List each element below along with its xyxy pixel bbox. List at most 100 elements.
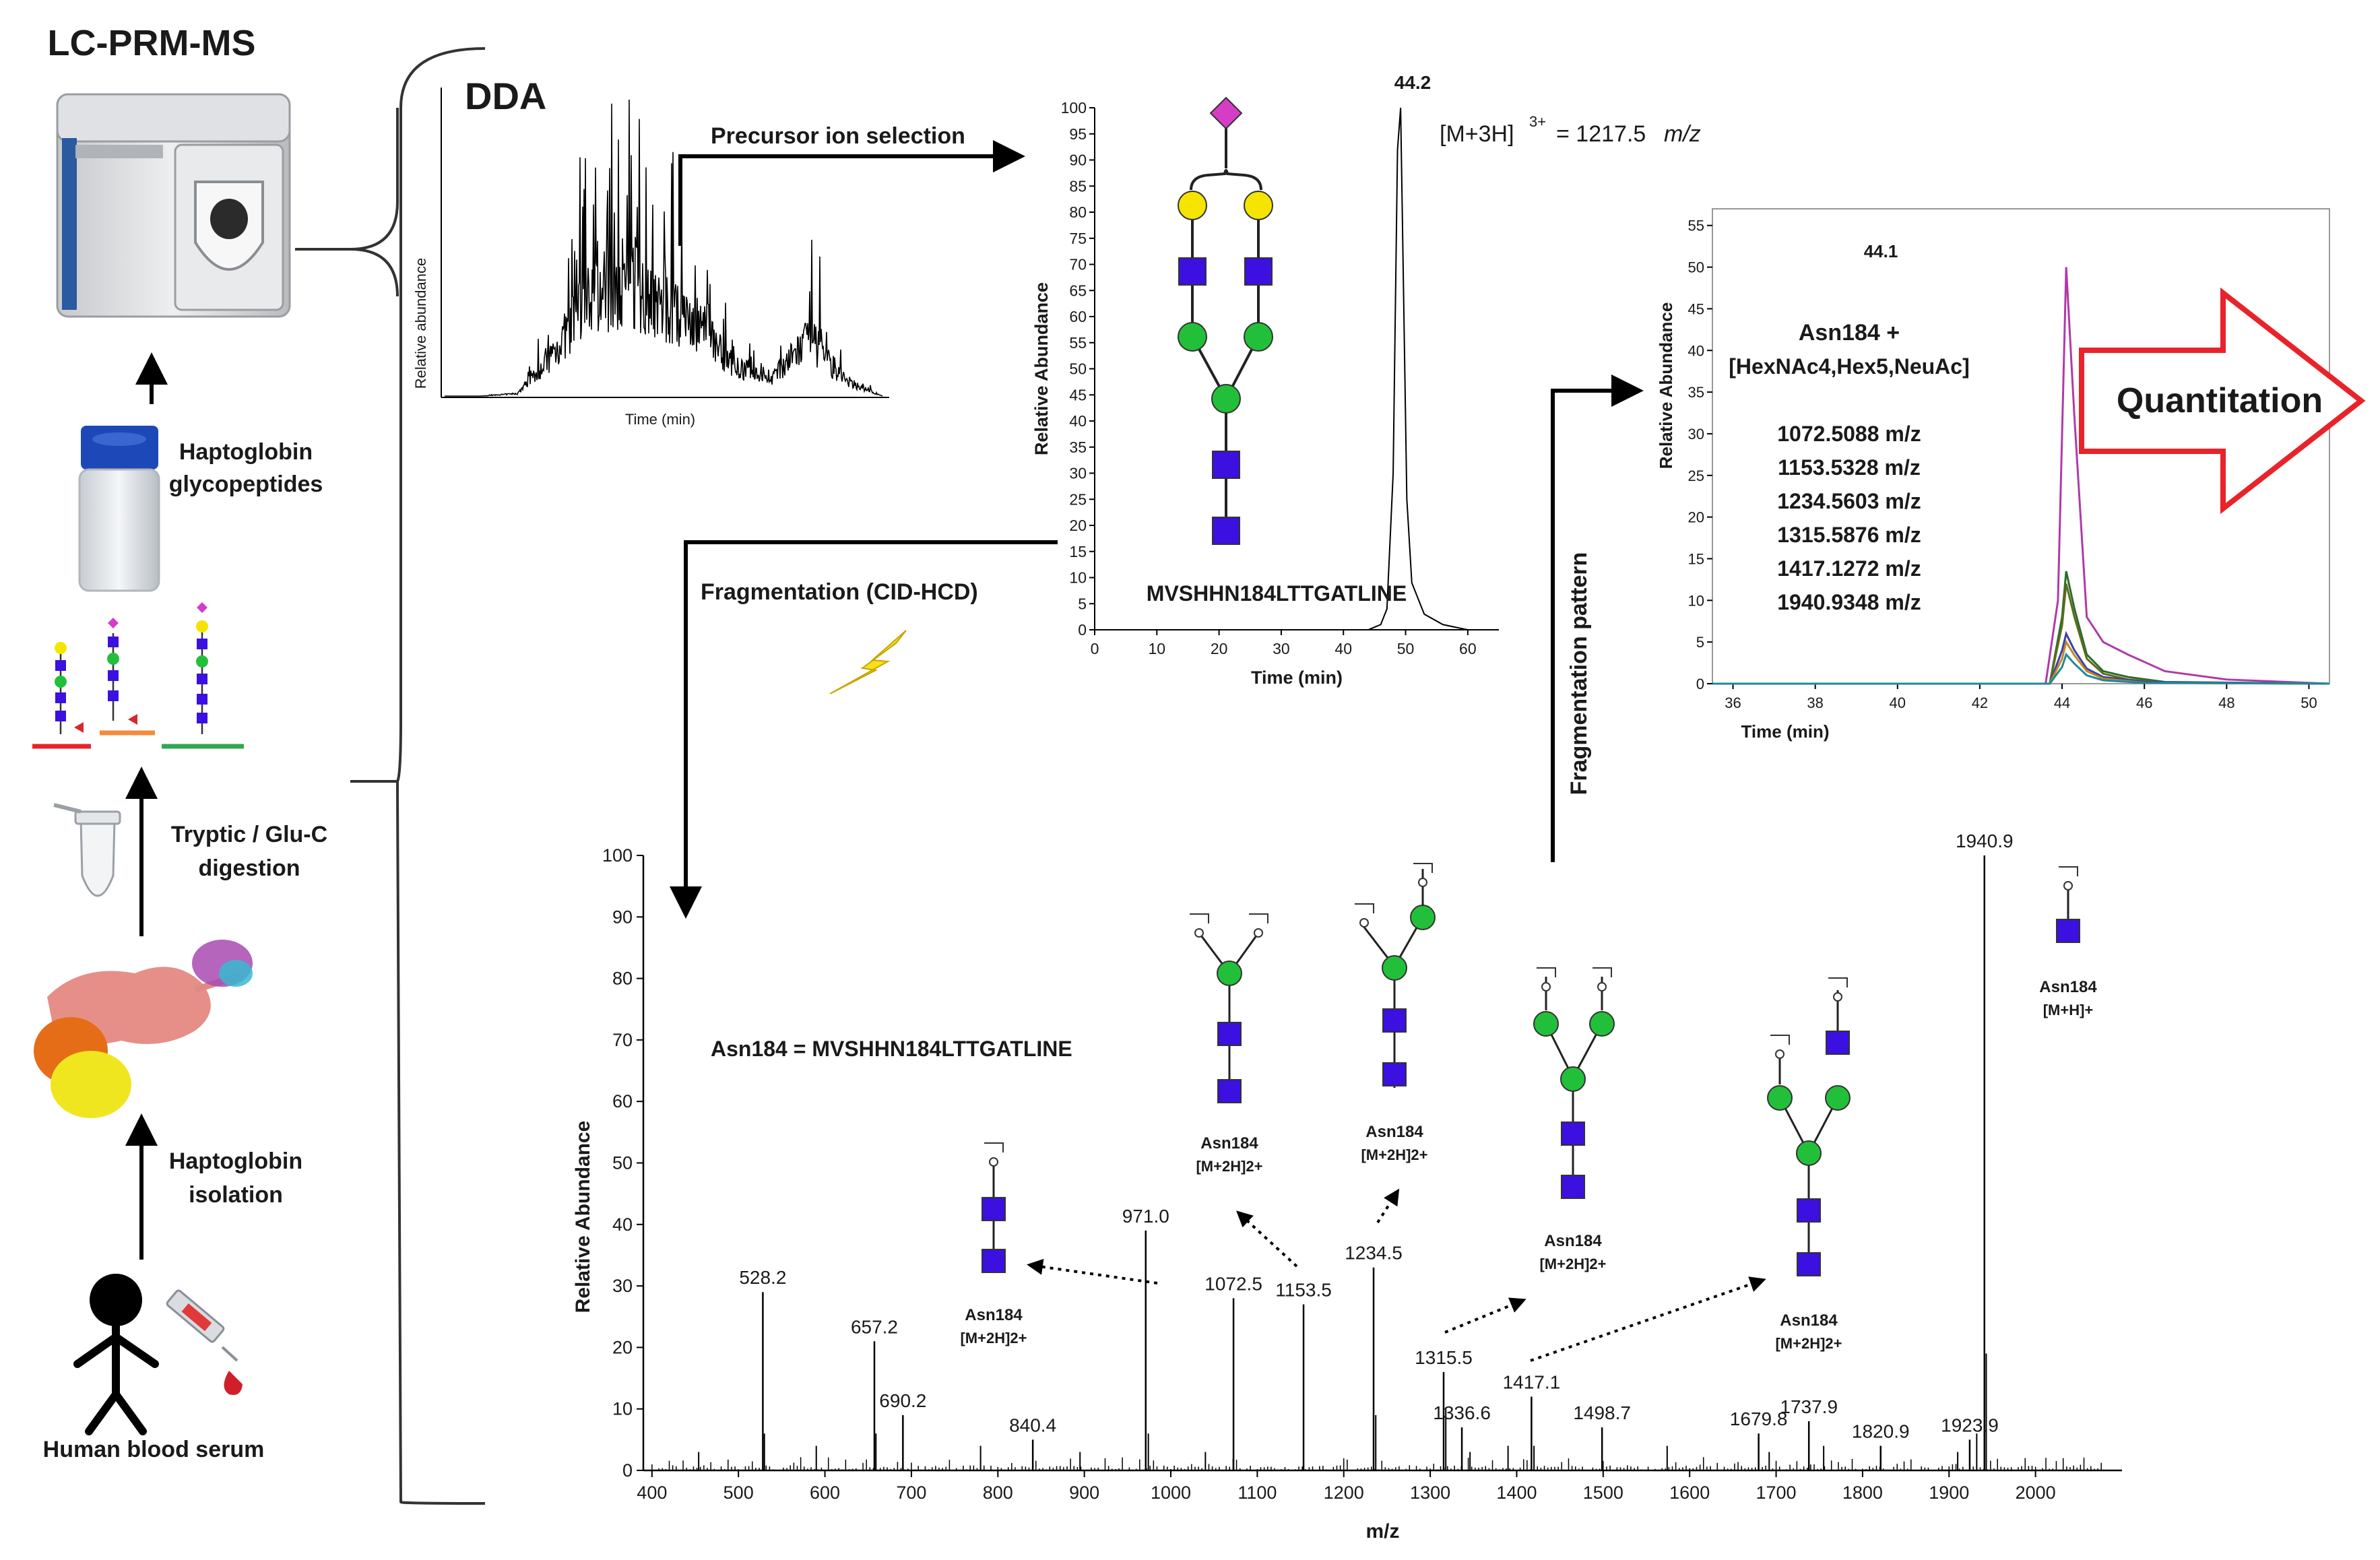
- fragment-name-label: Asn184: [965, 1306, 1023, 1324]
- quantitation-arrow: Quantitation: [2079, 287, 2366, 515]
- xic-panel: 0510152025303540455055606570758085909510…: [670, 72, 1701, 919]
- quant-ytick-label: 30: [1688, 426, 1704, 443]
- fragmentation-label: Fragmentation (CID-HCD): [701, 579, 978, 605]
- left-title: LC-PRM-MS: [48, 23, 256, 63]
- bracket: [350, 47, 486, 1505]
- transition-item: 1940.9348 m/z: [1777, 590, 1921, 614]
- spectrum-ytick-label: 40: [612, 1214, 633, 1235]
- precursor-label: Precursor ion selection: [711, 123, 965, 149]
- spectrum-peak-label: 1336.6: [1433, 1402, 1491, 1423]
- glcnac-square-icon: [1382, 1008, 1407, 1033]
- mannose-circle-icon: [1589, 1011, 1615, 1037]
- fragment-name-label: Asn184: [1780, 1311, 1838, 1330]
- quant-glycan-composition: [HexNAc4,Hex5,NeuAc]: [1729, 354, 1969, 379]
- mannose-circle-icon: [1796, 1140, 1822, 1166]
- xic-ytick-label: 95: [1069, 125, 1087, 143]
- xic-ytick-label: 85: [1069, 177, 1087, 195]
- spectrum-xtick-label: 1200: [1324, 1483, 1364, 1503]
- xic-ytick-label: 40: [1069, 412, 1087, 430]
- cleavage-mark-icon: [989, 1157, 998, 1167]
- xic-ytick-label: 80: [1069, 203, 1087, 221]
- fragment-name-label: Asn184: [1544, 1232, 1602, 1250]
- xic-ylabel: Relative Abundance: [1031, 282, 1052, 455]
- quant-xtick-label: 44: [2054, 694, 2070, 711]
- mannose-circle-icon: [1382, 955, 1407, 981]
- xic-ytick-label: 15: [1069, 543, 1087, 560]
- xic-ytick-label: 70: [1069, 256, 1087, 273]
- fragment-name-label: Asn184: [1200, 1134, 1258, 1152]
- quant-xtick-label: 50: [2301, 694, 2317, 711]
- lightning-icon: [829, 630, 907, 694]
- cleavage-bracket-icon: [1355, 903, 1374, 913]
- glcnac-square-icon: [1797, 1198, 1821, 1223]
- fragmentation-pattern-arrow: [1551, 375, 1644, 862]
- spectrum-peak-label: 1679.8: [1730, 1408, 1788, 1429]
- digestion-label-line2: digestion: [198, 855, 300, 881]
- protein-structure-icon: [34, 940, 253, 1118]
- cleavage-bracket-icon: [1190, 913, 1209, 923]
- xic-ytick-label: 45: [1069, 386, 1087, 403]
- precursor-glycan-icon: [1178, 96, 1273, 545]
- cleavage-bracket-icon: [2059, 866, 2078, 876]
- spectrum-xtick-label: 500: [723, 1483, 754, 1503]
- cleavage-mark-icon: [1254, 928, 1263, 938]
- cleavage-bracket-icon: [1828, 977, 1848, 987]
- xic-xtick-label: 40: [1334, 640, 1352, 657]
- quant-xtick-label: 40: [1890, 694, 1906, 711]
- mass-spectrometer-icon: [56, 93, 291, 318]
- syringe-icon: [166, 1289, 243, 1395]
- spectrum-ytick-label: 30: [612, 1276, 633, 1296]
- quant-ytick-label: 45: [1688, 300, 1704, 317]
- mannose-circle-icon: [1533, 1011, 1559, 1037]
- quant-ytick-label: 10: [1688, 592, 1704, 609]
- isolation-label-line1: Haptoglobin: [169, 1148, 302, 1174]
- glcnac-square-icon: [982, 1249, 1006, 1273]
- xic-ytick-label: 5: [1078, 595, 1087, 612]
- spectrum-xtick-label: 1100: [1237, 1483, 1277, 1503]
- fragment-name-label: Asn184: [1365, 1123, 1423, 1141]
- cleavage-bracket-icon: [1249, 913, 1268, 923]
- spectrum-xtick-label: 1000: [1151, 1483, 1191, 1503]
- spectrum-ytick-label: 60: [612, 1091, 633, 1111]
- spectrum-peak-label: 1498.7: [1573, 1402, 1631, 1423]
- digestion-label-line1: Tryptic / Glu-C: [171, 822, 327, 847]
- spectrum-peak-label: 1153.5: [1275, 1279, 1332, 1300]
- cleavage-mark-icon: [2063, 881, 2073, 890]
- xic-ytick-label: 75: [1069, 230, 1087, 247]
- quant-series-line: [1712, 630, 2330, 685]
- precursor-mz-value: = 1217.5: [1556, 121, 1646, 147]
- quant-ytick-label: 55: [1688, 218, 1704, 234]
- glcnac-square-icon: [1797, 1252, 1821, 1276]
- spectrum-peak-label: 1417.1: [1503, 1371, 1561, 1392]
- precursor-arrow: [678, 140, 1025, 246]
- xic-xtick-label: 20: [1211, 640, 1228, 657]
- quant-series-line: [1712, 652, 2330, 685]
- precursor-mz-prefix: [M+3H]: [1440, 121, 1514, 147]
- glcnac-square-icon: [1561, 1175, 1585, 1199]
- spectrum-xtick-label: 1500: [1583, 1483, 1623, 1503]
- xic-peak-label: 44.2: [1394, 72, 1432, 93]
- glcnac-square-icon: [1217, 1079, 1242, 1103]
- glcnac-square-icon: [1561, 1122, 1585, 1146]
- xic-xlabel: Time (min): [1251, 668, 1343, 688]
- quant-xlabel: Time (min): [1741, 721, 1830, 742]
- spectrum-peak-label: 971.0: [1122, 1206, 1169, 1227]
- spectrum-ytick-label: 10: [612, 1399, 633, 1419]
- cleavage-mark-icon: [1194, 928, 1204, 938]
- spectrum-peak-label: 1072.5: [1204, 1273, 1262, 1294]
- dotted-arrow: [1027, 1258, 1158, 1285]
- transition-item: 1153.5328 m/z: [1778, 455, 1921, 480]
- spectrum-ytick-label: 0: [622, 1460, 633, 1481]
- dotted-arrow: [1376, 1188, 1400, 1224]
- spectrum-peak-label: 690.2: [879, 1390, 926, 1411]
- xic-ytick-label: 20: [1069, 517, 1087, 534]
- xic-xtick-label: 0: [1091, 640, 1099, 657]
- quant-xtick-label: 48: [2218, 694, 2234, 711]
- spectrum-xtick-label: 600: [810, 1483, 840, 1503]
- spectrum-peak-label: 1737.9: [1780, 1396, 1838, 1417]
- spectrum-peak-label: 1923.9: [1941, 1415, 1999, 1435]
- spectrum-xtick-label: 1900: [1929, 1483, 1969, 1503]
- cleavage-bracket-icon: [984, 1142, 1004, 1152]
- quant-ytick-label: 20: [1688, 509, 1704, 526]
- spectrum-ytick-label: 50: [612, 1153, 633, 1173]
